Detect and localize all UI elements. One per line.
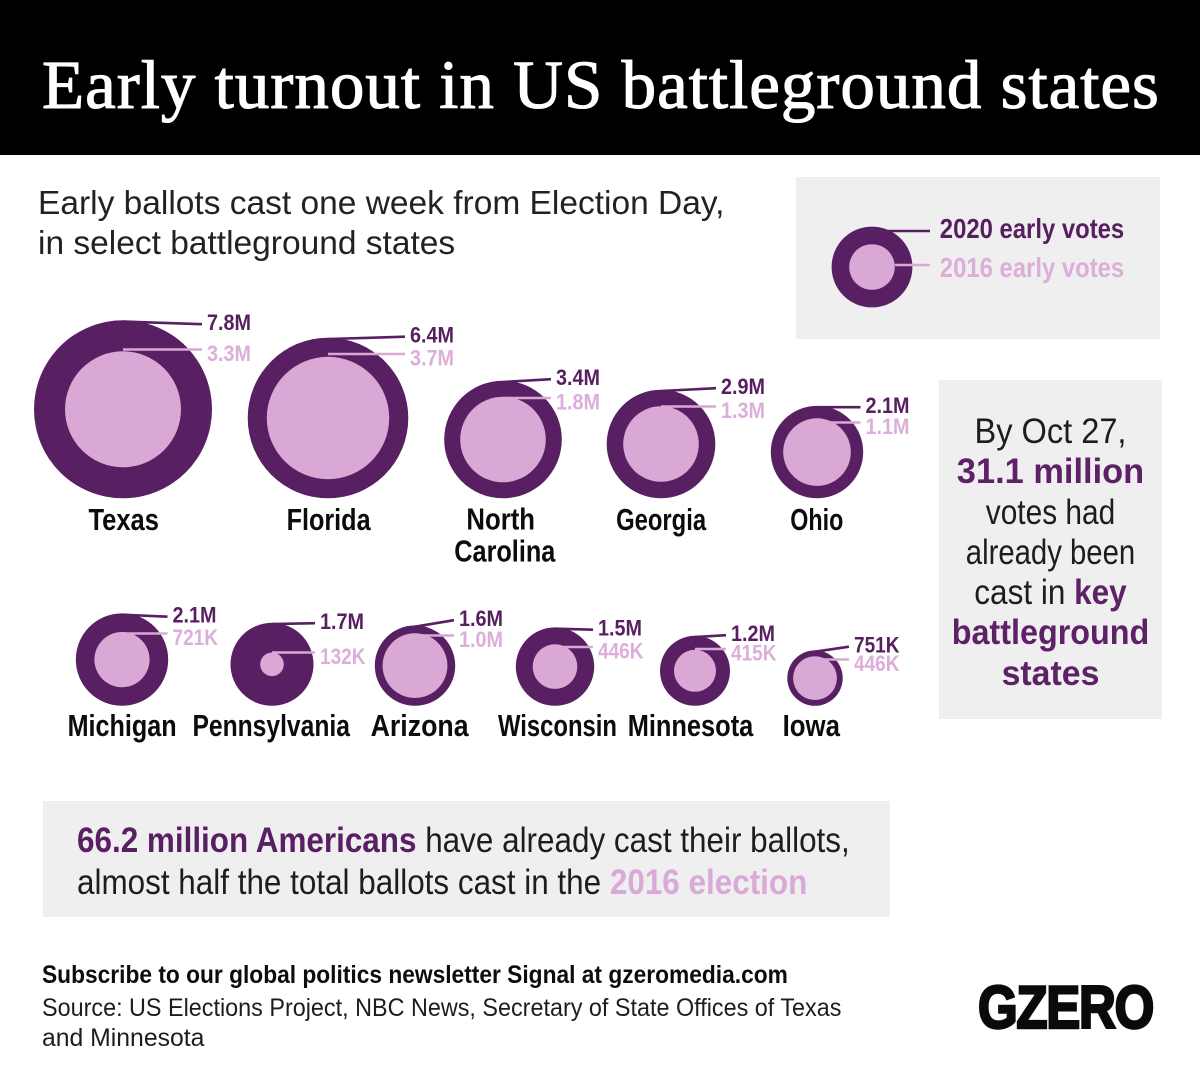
svg-text:Florida: Florida — [287, 502, 372, 537]
svg-text:3.4M: 3.4M — [556, 365, 600, 390]
svg-text:446K: 446K — [854, 651, 900, 676]
svg-text:1.2M: 1.2M — [731, 621, 775, 646]
svg-text:Arizona: Arizona — [371, 708, 470, 743]
svg-text:446K: 446K — [598, 639, 644, 664]
svg-text:1.7M: 1.7M — [320, 609, 364, 634]
svg-text:751K: 751K — [854, 633, 900, 658]
svg-text:6.4M: 6.4M — [410, 323, 454, 348]
svg-text:Wisconsin: Wisconsin — [498, 708, 617, 743]
svg-text:Ohio: Ohio — [790, 502, 843, 537]
svg-text:7.8M: 7.8M — [207, 310, 251, 335]
svg-text:2.9M: 2.9M — [721, 374, 765, 399]
svg-text:2.1M: 2.1M — [866, 393, 910, 418]
svg-text:North: North — [466, 502, 535, 537]
svg-text:Michigan: Michigan — [68, 708, 177, 743]
svg-text:Texas: Texas — [88, 502, 159, 537]
svg-text:2016 early votes: 2016 early votes — [940, 252, 1124, 283]
svg-text:Iowa: Iowa — [783, 708, 841, 743]
svg-text:1.0M: 1.0M — [459, 627, 503, 652]
svg-text:Minnesota: Minnesota — [628, 708, 754, 743]
svg-text:2020 early votes: 2020 early votes — [940, 213, 1124, 244]
svg-text:1.8M: 1.8M — [556, 390, 600, 415]
svg-text:Pennsylvania: Pennsylvania — [192, 708, 350, 743]
svg-text:2.1M: 2.1M — [173, 603, 217, 628]
svg-text:1.3M: 1.3M — [721, 398, 765, 423]
svg-text:3.7M: 3.7M — [410, 346, 454, 371]
svg-text:132K: 132K — [320, 644, 366, 669]
svg-text:1.1M: 1.1M — [866, 414, 910, 439]
svg-text:415K: 415K — [731, 641, 777, 666]
svg-text:3.3M: 3.3M — [207, 341, 251, 366]
svg-text:1.6M: 1.6M — [459, 606, 503, 631]
svg-text:1.5M: 1.5M — [598, 616, 642, 641]
svg-text:Carolina: Carolina — [454, 534, 556, 569]
svg-text:721K: 721K — [173, 625, 219, 650]
svg-text:Georgia: Georgia — [616, 502, 707, 537]
